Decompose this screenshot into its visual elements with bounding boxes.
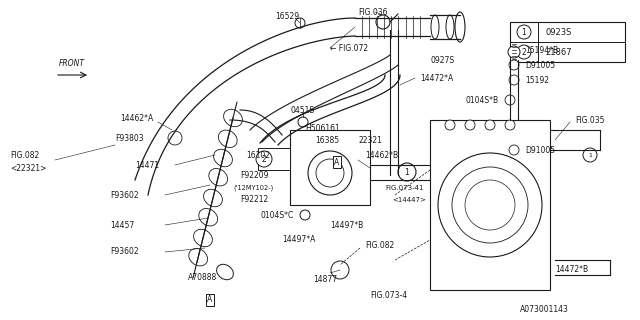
Ellipse shape [446, 15, 454, 39]
Text: <22321>: <22321> [10, 164, 46, 172]
Bar [510, 22, 625, 62]
Text: 16529: 16529 [275, 12, 299, 20]
Ellipse shape [189, 249, 207, 266]
Text: F93803: F93803 [115, 133, 143, 142]
Circle shape [168, 131, 182, 145]
Text: ← FIG.072: ← FIG.072 [330, 44, 368, 52]
Text: 1: 1 [404, 167, 410, 177]
Text: D91005: D91005 [525, 146, 555, 155]
Ellipse shape [216, 264, 234, 280]
Text: 15192: 15192 [525, 76, 549, 84]
Ellipse shape [199, 209, 218, 226]
Bar [290, 130, 370, 205]
Ellipse shape [209, 169, 228, 186]
Text: 2: 2 [262, 155, 266, 164]
Circle shape [509, 145, 519, 155]
Text: 14471: 14471 [135, 161, 159, 170]
Text: 15194*B: 15194*B [525, 45, 558, 54]
Circle shape [508, 46, 520, 58]
Text: 14462*A: 14462*A [120, 114, 153, 123]
Text: FIG.073-4: FIG.073-4 [370, 291, 407, 300]
Circle shape [505, 120, 515, 130]
Text: 16385: 16385 [315, 135, 339, 145]
Text: F93602: F93602 [110, 190, 139, 199]
Text: FIG.082: FIG.082 [365, 241, 394, 250]
Circle shape [509, 60, 519, 70]
Circle shape [485, 120, 495, 130]
Text: A073001143: A073001143 [520, 306, 569, 315]
Circle shape [331, 261, 349, 279]
Text: F92212: F92212 [240, 196, 268, 204]
Ellipse shape [431, 15, 439, 39]
Circle shape [316, 159, 344, 187]
Text: 14462*B: 14462*B [365, 150, 398, 159]
Text: 14457: 14457 [110, 220, 134, 229]
Text: 0927S: 0927S [430, 55, 454, 65]
Text: D91005: D91005 [525, 60, 555, 69]
Circle shape [438, 153, 542, 257]
Text: 22321: 22321 [358, 135, 382, 145]
Circle shape [583, 148, 597, 162]
Text: 21867: 21867 [545, 47, 572, 57]
Text: FIG.082: FIG.082 [10, 150, 39, 159]
Text: 0104S*B: 0104S*B [465, 95, 498, 105]
Circle shape [298, 117, 308, 127]
Ellipse shape [214, 149, 232, 167]
Ellipse shape [455, 12, 465, 42]
Circle shape [376, 15, 390, 29]
Ellipse shape [223, 109, 243, 127]
Text: FIG.036: FIG.036 [358, 7, 387, 17]
Circle shape [505, 95, 515, 105]
Circle shape [308, 151, 352, 195]
Circle shape [509, 75, 519, 85]
Text: 0104S*C: 0104S*C [260, 211, 293, 220]
Ellipse shape [194, 229, 212, 247]
Text: 16102: 16102 [246, 150, 270, 159]
Circle shape [452, 167, 528, 243]
Text: <14447>: <14447> [392, 197, 426, 203]
Text: ('12MY102-): ('12MY102-) [233, 185, 273, 191]
Text: H506161: H506161 [305, 124, 340, 132]
Circle shape [398, 163, 416, 181]
Text: A: A [334, 157, 340, 166]
Text: 14497*A: 14497*A [282, 236, 316, 244]
Text: F92209: F92209 [240, 171, 269, 180]
Circle shape [445, 120, 455, 130]
Text: 1: 1 [522, 28, 526, 36]
Text: 2: 2 [522, 47, 526, 57]
Ellipse shape [204, 189, 222, 207]
Text: 14472*B: 14472*B [555, 266, 588, 275]
Text: A70888: A70888 [188, 274, 217, 283]
Ellipse shape [218, 130, 237, 148]
Circle shape [300, 210, 310, 220]
Text: FIG.073-41: FIG.073-41 [385, 185, 424, 191]
Text: 0451S: 0451S [290, 106, 314, 115]
Circle shape [256, 151, 272, 167]
Text: 14497*B: 14497*B [330, 220, 364, 229]
Text: F93602: F93602 [110, 247, 139, 257]
Bar [258, 148, 290, 170]
Text: 14877: 14877 [313, 276, 337, 284]
Text: 14472*A: 14472*A [420, 74, 453, 83]
Circle shape [517, 45, 531, 59]
Bar [430, 120, 550, 290]
Circle shape [295, 18, 305, 28]
Circle shape [517, 25, 531, 39]
Text: FRONT: FRONT [59, 59, 85, 68]
Text: FIG.035: FIG.035 [575, 116, 605, 124]
Text: A: A [207, 295, 212, 305]
Text: 0923S: 0923S [545, 28, 572, 36]
Circle shape [465, 120, 475, 130]
Circle shape [465, 180, 515, 230]
Text: 1: 1 [588, 153, 592, 157]
